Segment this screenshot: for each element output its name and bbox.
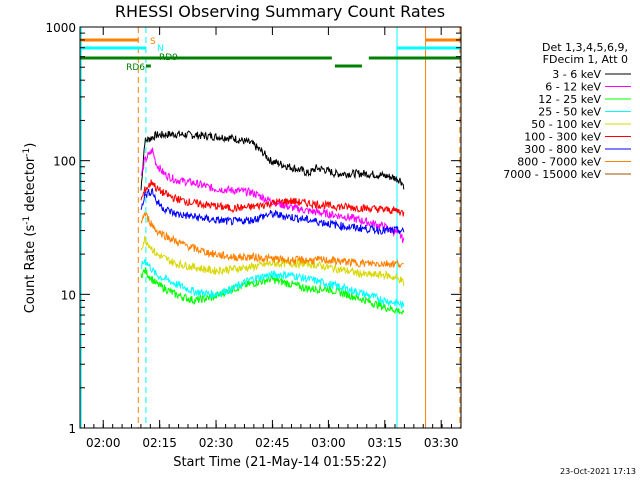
series-line-7 bbox=[140, 211, 404, 269]
plot-frame bbox=[79, 26, 462, 429]
y-label-close: ) bbox=[23, 143, 38, 148]
legend-label-1: 6 - 12 keV bbox=[545, 81, 601, 94]
legend-header-1: FDecim 1, Att 0 bbox=[543, 53, 628, 66]
chart-title: RHESSI Observing Summary Count Rates bbox=[115, 2, 445, 21]
x-tick-label-4: 03:00 bbox=[311, 436, 346, 450]
x-tick-label-2: 02:30 bbox=[199, 436, 234, 450]
y-label-sup2: -1 bbox=[22, 148, 32, 157]
legend-label-0: 3 - 6 keV bbox=[552, 68, 601, 81]
x-axis-label: Start Time (21-May-14 01:55:22) bbox=[173, 455, 387, 470]
y-label-prefix: Count Rate (s bbox=[23, 225, 38, 314]
flag-label-rd9: RD9 bbox=[159, 53, 178, 63]
y-label-suffix: detector bbox=[23, 156, 38, 216]
y-label-sup: -1 bbox=[22, 216, 32, 225]
x-tick-label-3: 02:45 bbox=[255, 436, 290, 450]
x-tick-label-6: 03:30 bbox=[424, 436, 459, 450]
y-tick-label-2: 100 bbox=[53, 155, 76, 169]
y-axis-label: Count Rate (s-1 detector-1) bbox=[22, 143, 38, 314]
x-tick-label-0: 02:00 bbox=[86, 436, 121, 450]
vertical-markers bbox=[80, 27, 461, 428]
legend-header-0: Det 1,3,4,5,6,9, bbox=[542, 41, 628, 54]
legend-label-2: 12 - 25 keV bbox=[538, 93, 601, 106]
flag-label-rd6: RD6 bbox=[126, 63, 145, 73]
flag-label-n: N bbox=[157, 44, 164, 54]
y-tick-label-1: 10 bbox=[61, 288, 76, 302]
x-tick-label-5: 03:15 bbox=[368, 436, 403, 450]
y-axis: 1 10 100 1000 bbox=[45, 21, 461, 436]
legend-label-6: 300 - 800 keV bbox=[524, 143, 601, 156]
series-line-1 bbox=[140, 147, 405, 243]
legend-label-5: 100 - 300 keV bbox=[524, 131, 601, 144]
footer-timestamp: 23-Oct-2021 17:13 bbox=[560, 467, 636, 476]
series-line-6 bbox=[140, 187, 405, 236]
y-tick-label-3: 1000 bbox=[45, 21, 76, 35]
series-line-2 bbox=[140, 267, 405, 316]
legend-label-4: 50 - 100 keV bbox=[531, 118, 601, 131]
x-axis: 02:00 02:15 02:30 02:45 03:00 03:15 03:30 bbox=[83, 27, 462, 450]
data-series bbox=[140, 130, 405, 316]
x-tick-label-1: 02:15 bbox=[142, 436, 177, 450]
flag-label-s: S bbox=[150, 37, 156, 47]
legend-label-8: 7000 - 15000 keV bbox=[503, 168, 601, 181]
series-line-5 bbox=[140, 179, 405, 217]
legend-label-3: 25 - 50 keV bbox=[538, 106, 601, 119]
series-line-4 bbox=[140, 235, 405, 287]
series-line-0 bbox=[140, 130, 405, 191]
legend: Det 1,3,4,5,6,9,FDecim 1, Att 0 3 - 6 keV… bbox=[503, 41, 631, 181]
series-line-3 bbox=[140, 259, 405, 309]
legend-label-7: 800 - 7000 keV bbox=[517, 156, 601, 169]
y-tick-label-0: 1 bbox=[68, 422, 76, 436]
